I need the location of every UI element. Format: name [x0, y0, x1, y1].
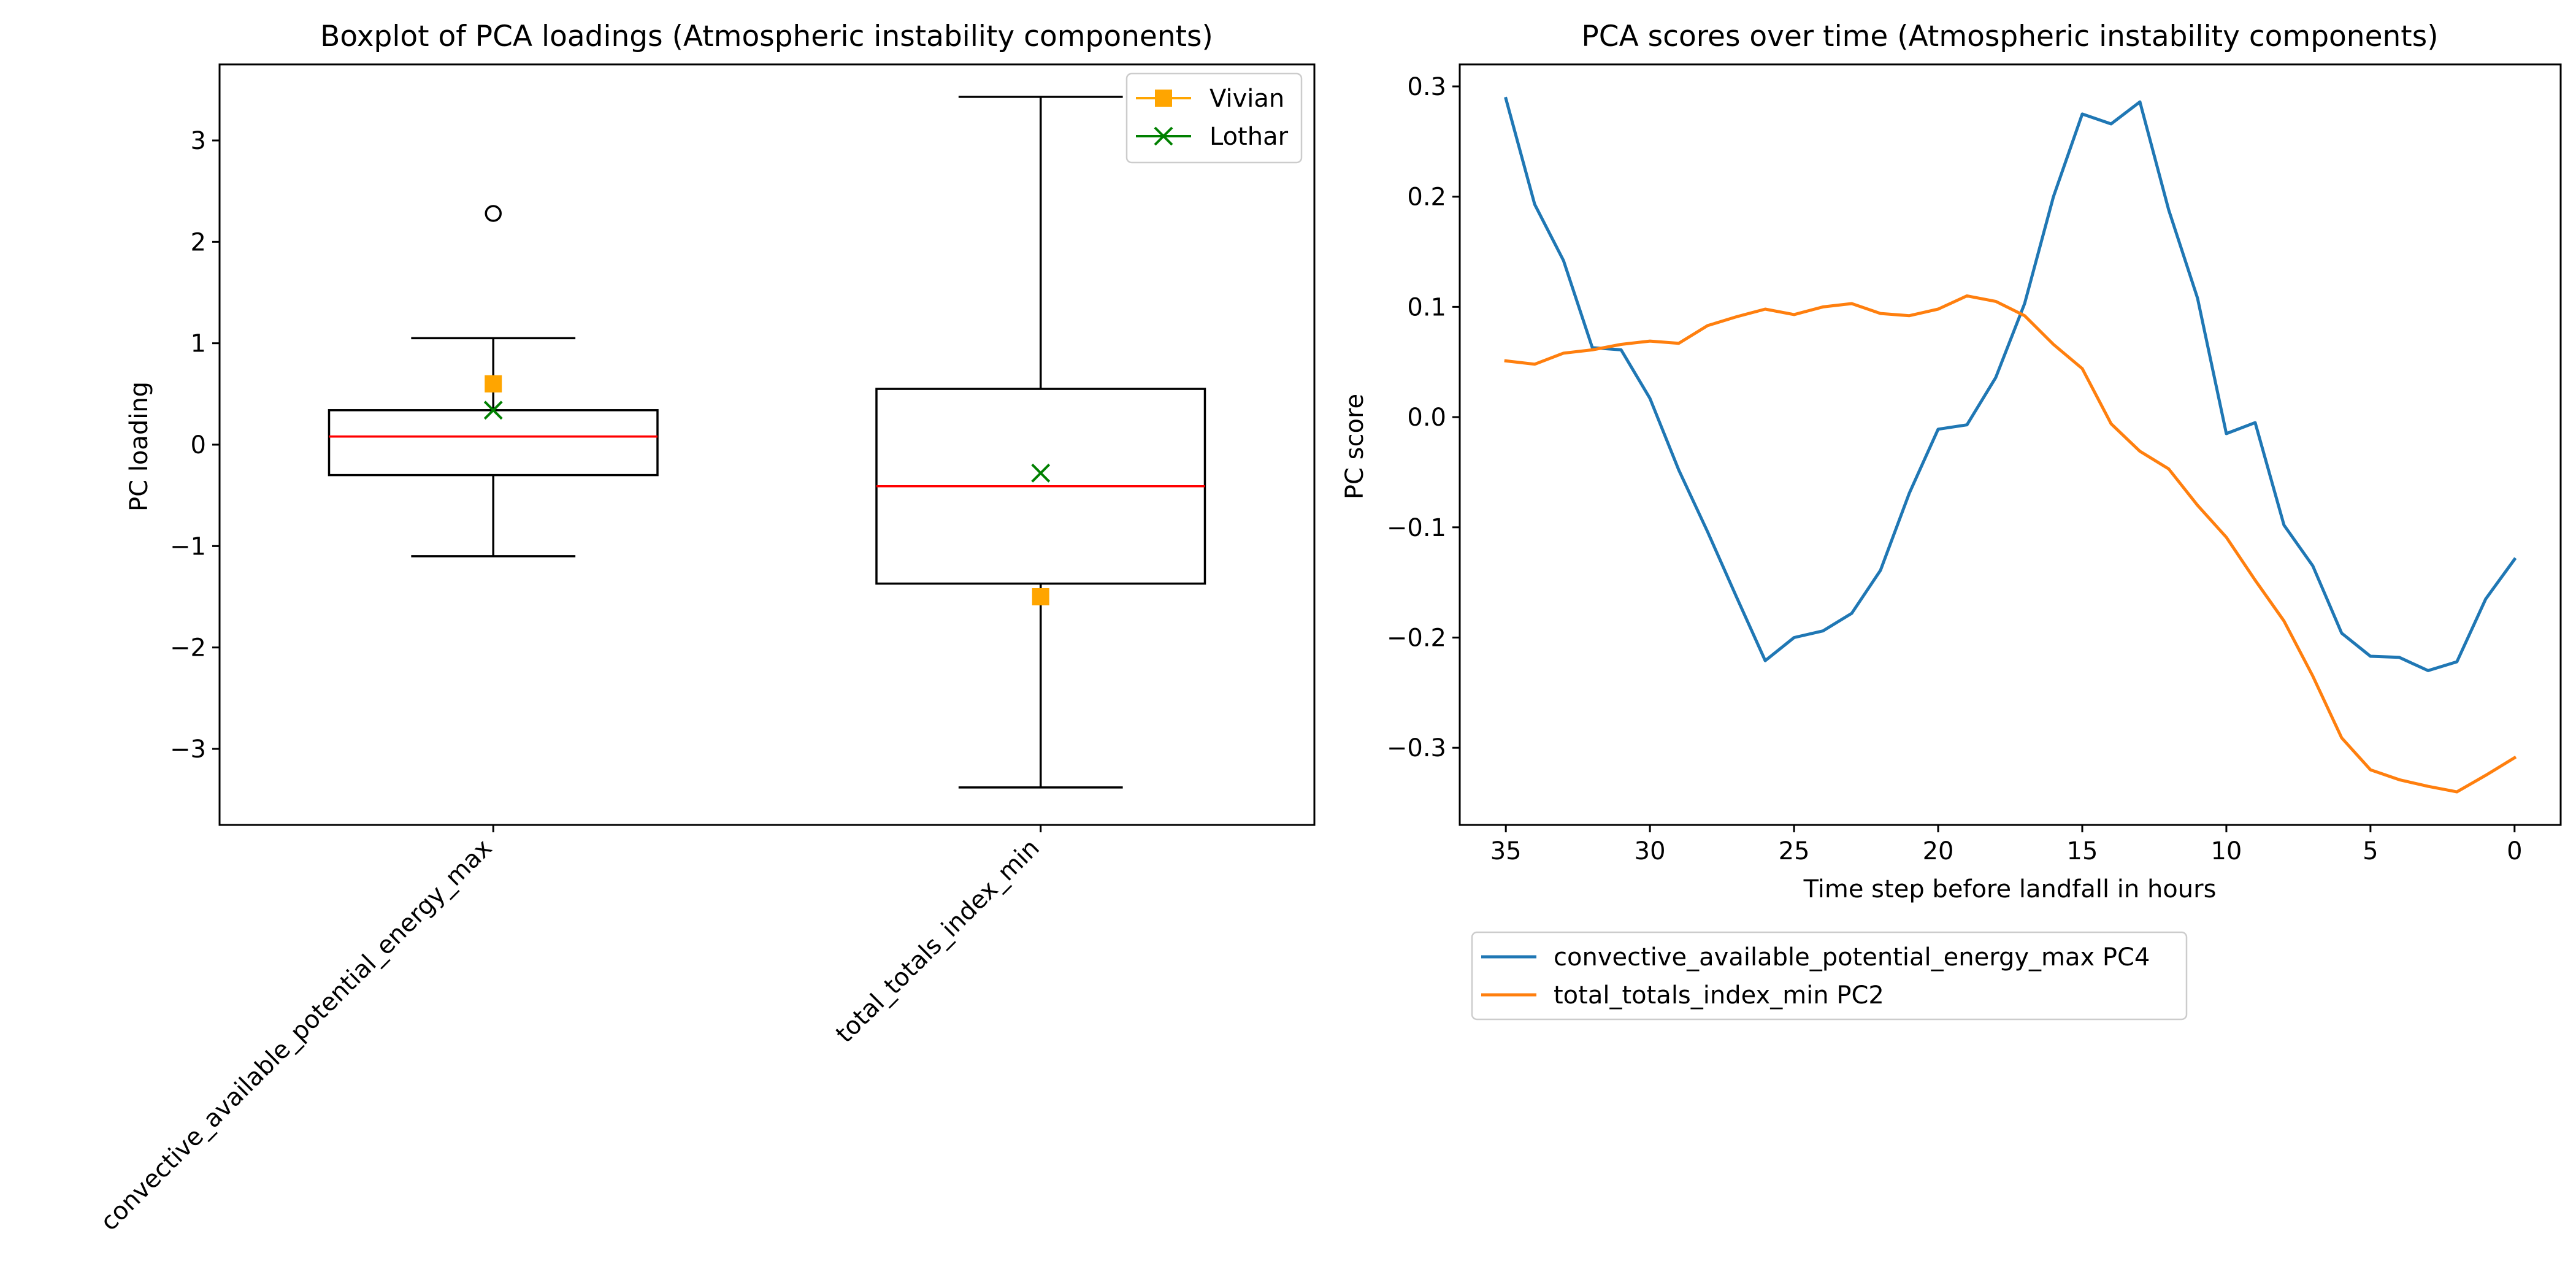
lothar-x-marker [1031, 463, 1051, 483]
line-chart-series [1504, 96, 2517, 794]
boxplot-title: Boxplot of PCA loadings (Atmospheric ins… [320, 20, 1213, 53]
x-tick-label: 25 [1779, 837, 1810, 865]
line-chart-legend-frame [1471, 931, 2188, 1021]
line-chart-x-ticks: 35 30 25 20 15 10 5 0 [1490, 825, 2523, 865]
y-tick-label: 0.1 [1407, 293, 1446, 321]
y-tick-label: 3 [191, 127, 206, 155]
lothar-x-marker [483, 401, 503, 420]
box-2 [875, 96, 1206, 789]
y-tick-label: 2 [191, 228, 206, 256]
x-tick-label: 10 [2210, 837, 2242, 865]
legend-pc4-label: convective_available_potential_energy_ma… [1554, 943, 2150, 972]
legend-vivian-square-marker [1155, 90, 1172, 107]
x-tick-label: 0 [2507, 837, 2522, 865]
vivian-square-marker [485, 375, 502, 393]
legend-lothar-label: Lothar [1209, 123, 1289, 151]
y-tick-label: −0.3 [1387, 734, 1446, 762]
boxplot-legend: Vivian Lothar [1125, 72, 1303, 164]
y-tick-label: 0 [191, 431, 206, 459]
y-tick-label: 0.2 [1407, 183, 1446, 212]
y-tick-label: 0.0 [1407, 404, 1446, 432]
line-chart-title: PCA scores over time (Atmospheric instab… [1581, 20, 2438, 53]
series-line-cape-pc4 [1504, 96, 2517, 672]
legend-lothar-x-marker [1154, 126, 1173, 146]
legend-pc2-label: total_totals_index_min PC2 [1554, 981, 1884, 1010]
boxplot-y-ticks: 3 2 1 0 −1 −2 −3 [170, 127, 220, 764]
y-tick-label: −0.2 [1387, 624, 1446, 652]
line-chart-y-ticks: 0.3 0.2 0.1 0.0 −0.1 −0.2 −0.3 [1387, 73, 1460, 762]
x-tick-label: 20 [1923, 837, 1954, 865]
x-tick-label: 5 [2363, 837, 2378, 865]
line-chart-legend: convective_available_potential_energy_ma… [1471, 931, 2188, 1021]
boxplot-frame [218, 63, 1316, 826]
y-tick-label: 1 [191, 330, 206, 358]
boxplot-markers [483, 375, 1051, 605]
outlier-point [485, 205, 502, 222]
y-tick-label: −2 [170, 634, 206, 662]
line-chart-frame [1459, 63, 2562, 826]
x-tick-label: 15 [2067, 837, 2098, 865]
boxplot-y-axis-label: PC loading [125, 381, 153, 512]
y-tick-label: −3 [170, 735, 206, 764]
vivian-square-marker [1032, 588, 1049, 605]
y-tick-label: −1 [170, 532, 206, 561]
x-tick-label: 35 [1490, 837, 1522, 865]
line-chart-panel: PCA scores over time (Atmospheric instab… [1341, 20, 2562, 1021]
x-tick-label: 30 [1635, 837, 1666, 865]
legend-vivian-label: Vivian [1209, 85, 1284, 113]
y-tick-label: 0.3 [1407, 73, 1446, 101]
y-tick-label: −0.1 [1387, 514, 1446, 542]
line-chart-x-axis-label: Time step before landfall in hours [1803, 875, 2217, 903]
line-chart-y-axis-label: PC score [1341, 394, 1369, 499]
series-line-tti-pc2 [1504, 294, 2517, 794]
